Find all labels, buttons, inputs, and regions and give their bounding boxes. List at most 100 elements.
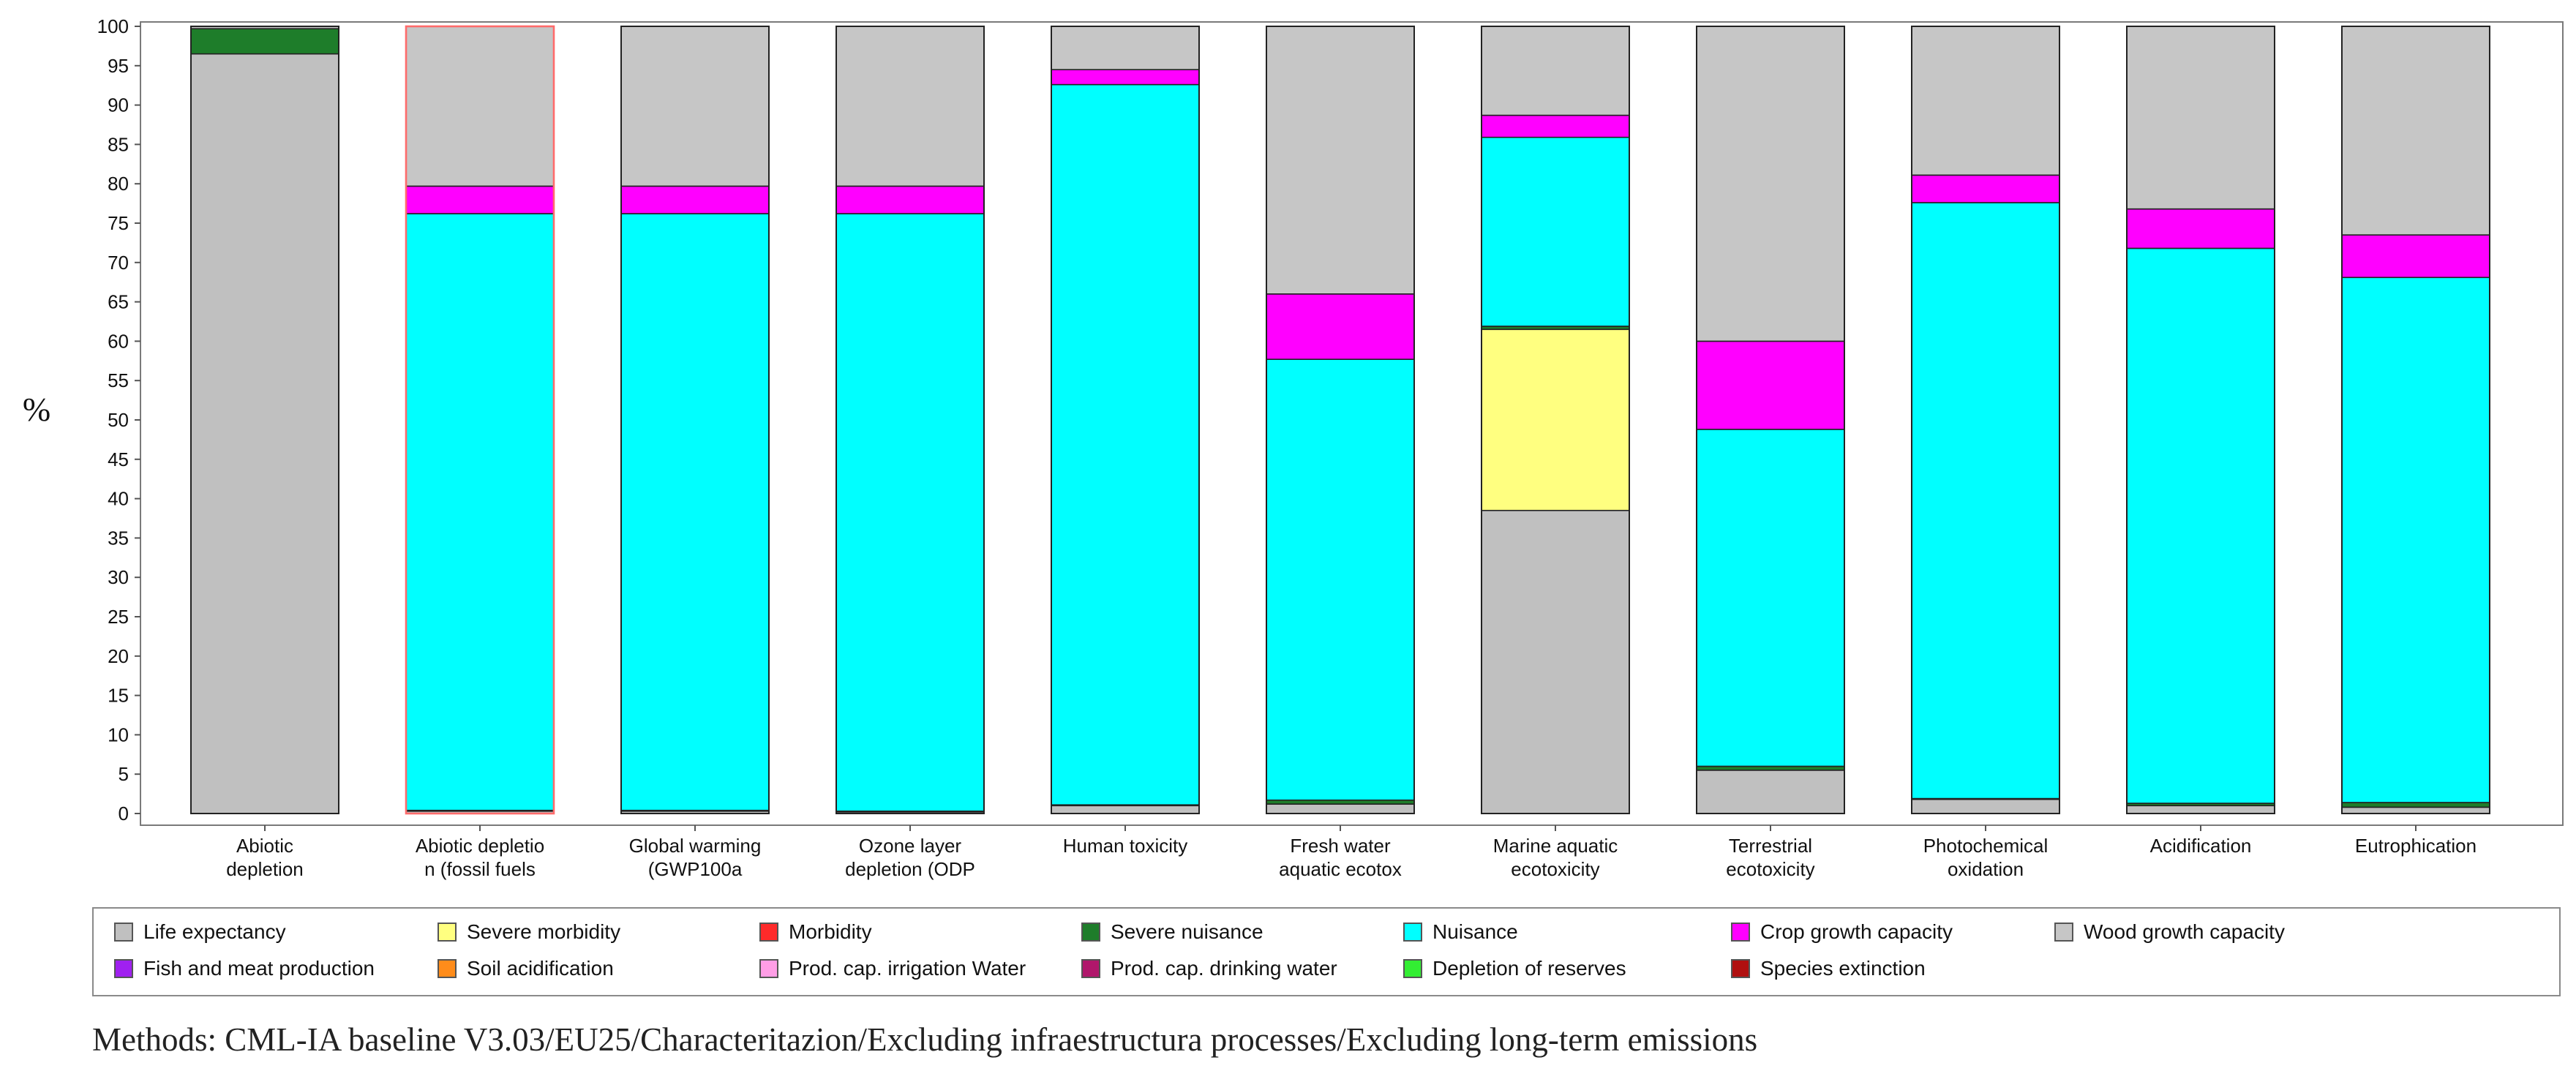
bar-4 [835, 26, 985, 814]
y-axis: 0 5 10 15 20 25 30 35 40 45 50 55 60 65 70 75 80 85 90 95 10… [97, 15, 140, 824]
bar-segment-wood-growth-capacity [2126, 26, 2275, 210]
x-tick-label: Photochemical [1923, 835, 2049, 857]
legend-item: Prod. cap. drinking water [1081, 953, 1337, 985]
y-tick-label: 10 [108, 724, 129, 745]
y-tick-label: 75 [108, 212, 129, 234]
legend-swatch [1731, 923, 1750, 942]
bar-selection-outline [405, 25, 555, 815]
bar-segment-wood-growth-capacity [1051, 26, 1200, 70]
bar-segment-crop-growth-capacity [620, 185, 770, 214]
legend-swatch [114, 923, 133, 942]
bar-segment-nuisance [405, 213, 555, 811]
legend-swatch [438, 923, 457, 942]
legend-item: Prod. cap. irrigation Water [759, 953, 1026, 985]
x-tick-label: Fresh water [1290, 835, 1391, 857]
bar-6 [1266, 26, 1415, 814]
y-axis-label: % [23, 391, 50, 428]
bar-segment-nuisance [835, 213, 985, 812]
bar-segment-wood-growth-capacity [405, 26, 555, 187]
legend-item: Life expectancy [114, 916, 286, 948]
legend-label: Species extinction [1760, 957, 1926, 980]
bar-segment-life-expectancy [1696, 770, 1845, 814]
x-tick-label: Marine aquatic [1493, 835, 1618, 857]
legend-swatch [1081, 959, 1100, 978]
legend-label: Nuisance [1432, 920, 1518, 943]
y-tick-label: 70 [108, 252, 129, 274]
y-tick-label: 80 [108, 173, 129, 195]
y-tick-label: 40 [108, 488, 129, 510]
x-tick-label: Global warming [629, 835, 762, 857]
x-tick-label: Eutrophication [2355, 835, 2477, 857]
legend-item: Soil acidification [438, 953, 614, 985]
legend-label: Crop growth capacity [1760, 920, 1953, 943]
legend-label: Wood growth capacity [2084, 920, 2285, 943]
legend-item: Species extinction [1731, 953, 1926, 985]
legend-swatch [1731, 959, 1750, 978]
legend-label: Severe morbidity [467, 920, 621, 943]
bar-outline [1266, 26, 1415, 814]
legend-item: Severe nuisance [1081, 916, 1263, 948]
bar-segment-crop-growth-capacity [1696, 340, 1845, 430]
x-tick-label: depletion [226, 858, 304, 880]
legend: Life expectancy Severe morbidity Morbidity… [92, 907, 2561, 996]
y-tick-label: 60 [108, 330, 129, 352]
bar-outline [190, 26, 339, 814]
legend-label: Life expectancy [143, 920, 286, 943]
legend-label: Depletion of reserves [1432, 957, 1626, 980]
x-tick-label: depletion (ODP [845, 858, 975, 880]
bar-segment-crop-growth-capacity [1911, 174, 2060, 203]
y-tick-label: 25 [108, 606, 129, 628]
x-tick-label: Acidification [2150, 835, 2252, 857]
legend-label: Severe nuisance [1111, 920, 1263, 943]
bar-segment-severe-morbidity [1481, 328, 1630, 511]
bar-segment-wood-growth-capacity [835, 26, 985, 187]
legend-swatch [759, 959, 778, 978]
bar-segment-wood-growth-capacity [1911, 26, 2060, 176]
bar-segment-nuisance [1481, 136, 1630, 327]
bar-segment-crop-growth-capacity [1481, 114, 1630, 138]
bar-segment-nuisance [1266, 358, 1415, 801]
bar-11 [2341, 26, 2490, 814]
bar-outline [1911, 26, 2060, 814]
legend-label: Prod. cap. drinking water [1111, 957, 1337, 980]
bar-segment-life-expectancy [1051, 805, 1200, 814]
bar-10 [2126, 26, 2275, 814]
y-tick-label: 100 [97, 15, 129, 37]
bar-segment-nuisance [1696, 429, 1845, 767]
bar-outline [835, 26, 985, 814]
bar-outline [1051, 26, 1200, 814]
y-tick-label: 30 [108, 566, 129, 588]
legend-swatch [438, 959, 457, 978]
legend-label: Soil acidification [467, 957, 614, 980]
bar-segment-severe-nuisance [1266, 799, 1415, 805]
legend-item: Severe morbidity [438, 916, 620, 948]
bar-2 [405, 25, 555, 815]
y-tick-label: 55 [108, 369, 129, 391]
bar-segment-nuisance [2126, 247, 2275, 804]
x-tick-label: (GWP100a [648, 858, 743, 880]
x-tick-label: aquatic ecotox [1279, 858, 1402, 880]
bar-segment-life-expectancy [190, 53, 339, 814]
bar-outline [1481, 26, 1630, 814]
bar-segment-crop-growth-capacity [1051, 69, 1200, 86]
bar-outline [2126, 26, 2275, 814]
bar-outline [620, 26, 770, 814]
bar-segment-life-expectancy [1911, 798, 2060, 814]
legend-label: Prod. cap. irrigation Water [789, 957, 1026, 980]
y-tick-label: 45 [108, 448, 129, 470]
bar-segment-crop-growth-capacity [2341, 234, 2490, 279]
bar-segment-wood-growth-capacity [1481, 26, 1630, 116]
y-tick-label: 50 [108, 409, 129, 431]
bar-segment-wood-growth-capacity [1696, 26, 1845, 342]
bar-segment-crop-growth-capacity [405, 185, 555, 214]
bar-segment-nuisance [620, 213, 770, 811]
legend-item: Wood growth capacity [2054, 916, 2285, 948]
methods-note: Methods: CML-IA baseline V3.03/EU25/Char… [92, 1021, 1758, 1058]
legend-label: Morbidity [789, 920, 872, 943]
x-tick-label: ecotoxicity [1726, 858, 1814, 880]
bar-segment-wood-growth-capacity [2341, 26, 2490, 236]
legend-item: Fish and meat production [114, 953, 375, 985]
legend-swatch [1403, 959, 1422, 978]
bar-1 [190, 26, 339, 814]
